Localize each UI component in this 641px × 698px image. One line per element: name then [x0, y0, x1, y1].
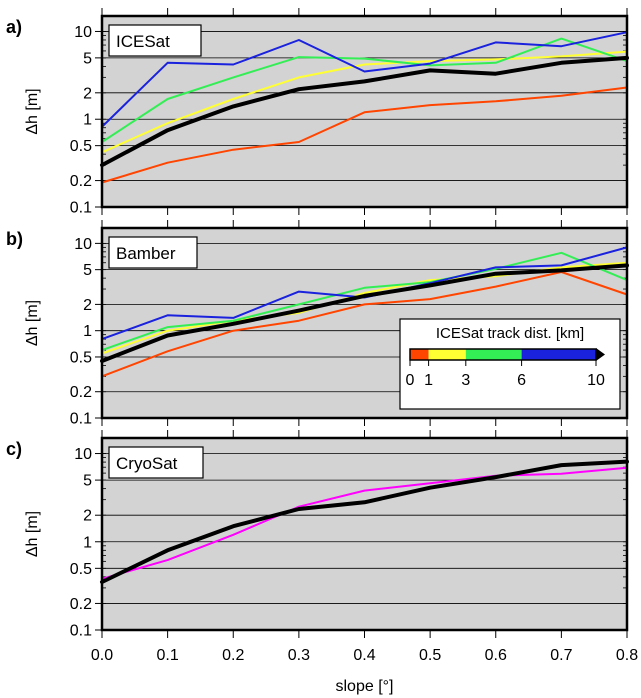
y-tick-label: 10 — [74, 446, 92, 463]
x-tick-label: 0.8 — [616, 647, 638, 664]
y-tick-label: 0.2 — [70, 384, 92, 401]
series-line-3 — [101, 251, 628, 352]
plot-frame — [100, 14, 629, 209]
y-tick-label: 0.5 — [70, 561, 92, 578]
colorbar-arrow — [596, 348, 605, 361]
y-tick-label: 0.1 — [70, 623, 92, 640]
y-tick-label: 5 — [83, 50, 92, 67]
y-axis-title: Δh [m] — [24, 300, 41, 346]
panel-letter: a) — [6, 17, 22, 37]
colorbar-tick-label: 6 — [517, 372, 526, 389]
series-line-1 — [101, 86, 628, 184]
panel-3: 0.1 0.2 0.5 1 2 5 10 Δh [m] c) CryoSat 0.0 0.1 0.2 0.… — [6, 430, 638, 695]
series-line-5 — [100, 55, 629, 168]
x-tick-label: 0.6 — [485, 647, 507, 664]
series-line-4 — [101, 31, 628, 128]
x-axis-title: slope [°] — [336, 678, 394, 695]
colorbar-title: ICESat track dist. [km] — [436, 325, 584, 342]
plot-frame — [100, 436, 629, 632]
colorbar-segment — [410, 349, 429, 360]
colorbar-segment — [428, 349, 466, 360]
dataset-label-box — [108, 446, 204, 479]
series-line-2 — [101, 50, 628, 154]
y-tick-label: 5 — [83, 262, 92, 279]
y-tick-label: 0.5 — [70, 349, 92, 366]
dataset-label: ICESat — [116, 32, 170, 51]
series-line-1 — [101, 466, 628, 580]
y-tick-label: 0.2 — [70, 596, 92, 613]
x-tick-label: 0.2 — [222, 647, 244, 664]
panel-letter: c) — [6, 439, 22, 459]
y-tick-label: 0.2 — [70, 173, 92, 190]
x-tick-label: 0.7 — [550, 647, 572, 664]
x-tick-label: 0.0 — [91, 647, 113, 664]
y-tick-label: 1 — [83, 112, 92, 129]
y-tick-label: 1 — [83, 534, 92, 551]
series-line-1 — [101, 271, 628, 378]
y-tick-label: 2 — [83, 85, 92, 102]
panel-1: 0.1 0.2 0.5 1 2 5 10 Δh [m] a) ICESat — [6, 8, 629, 217]
colorbar-tick-label: 0 — [406, 372, 415, 389]
dataset-label: CryoSat — [116, 454, 178, 473]
y-tick-label: 2 — [83, 508, 92, 525]
y-tick-label: 0.1 — [70, 200, 92, 217]
colorbar-tick-label: 10 — [587, 372, 605, 389]
series-line-2 — [100, 459, 629, 584]
x-tick-label: 0.4 — [353, 647, 375, 664]
colorbar-tick-label: 1 — [424, 372, 433, 389]
panel-letter: b) — [6, 229, 23, 249]
colorbar-segment — [465, 349, 522, 360]
plot-frame — [100, 226, 629, 420]
y-tick-label: 10 — [74, 24, 92, 41]
x-tick-label: 0.1 — [157, 647, 179, 664]
dataset-label-box — [108, 24, 202, 57]
y-tick-label: 10 — [74, 236, 92, 253]
series-line-3 — [101, 37, 628, 143]
x-tick-label: 0.5 — [419, 647, 441, 664]
colorbar-box — [399, 318, 621, 410]
y-axis-title: Δh [m] — [24, 88, 41, 134]
dataset-label: Bamber — [116, 244, 176, 263]
y-tick-label: 2 — [83, 297, 92, 314]
y-tick-label: 0.5 — [70, 138, 92, 155]
x-tick-label: 0.3 — [288, 647, 310, 664]
dataset-label-box — [108, 236, 198, 269]
colorbar-segment — [521, 349, 596, 360]
y-tick-label: 1 — [83, 323, 92, 340]
series-line-5 — [100, 263, 629, 363]
colorbar-tick-label: 3 — [461, 372, 470, 389]
y-axis-title: Δh [m] — [24, 511, 41, 557]
y-tick-label: 5 — [83, 473, 92, 490]
y-tick-label: 0.1 — [70, 411, 92, 428]
